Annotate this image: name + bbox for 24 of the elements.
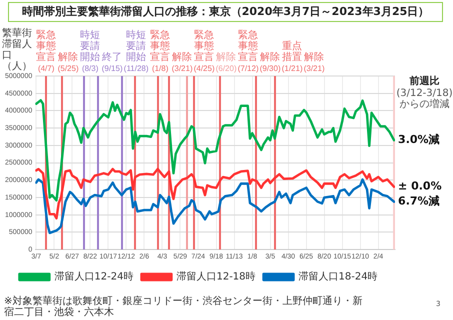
ref-line-label: 時短要請開始(8/3): [80, 30, 100, 73]
legend-label: 滞留人口18-24時: [298, 270, 378, 283]
text: (3/12-3/18)からの増減: [396, 88, 453, 110]
ref-line-label: 緊急事態宣言(1/8): [150, 30, 170, 73]
ref-line-label: 緊急事態宣言(4/7): [36, 30, 56, 73]
ref-line-label: 重点措置(1/21): [282, 41, 303, 73]
ref-line-label: 解除(9/30): [260, 52, 281, 73]
ref-line-label: 解除(6/20): [216, 52, 237, 73]
legend-label: 滞留人口12-18時: [176, 270, 256, 283]
annotation: 6.7%減: [398, 194, 440, 208]
annotation: ± 0.0%: [398, 180, 442, 193]
ref-line-label: 解除(3/21): [172, 52, 193, 73]
ref-line-label: 緊急事態宣言(7/12): [238, 30, 259, 73]
ref-line-label: 緊急事態宣言(4/25): [194, 30, 215, 73]
ref-line-label: 解除(5/25): [58, 52, 79, 73]
y-axis-title: 繁華街滞留人口（人）: [2, 28, 33, 72]
ref-line-label: 時短要請開始(11/28): [124, 30, 149, 73]
ref-line-label: 解除(3/21): [304, 52, 325, 73]
ref-line-label: 終了(9/15): [102, 52, 123, 73]
legend-label: 滞留人口12-24時: [54, 270, 134, 283]
chart-title: 時間帯別主要繁華街滞留人口の推移：東京（2020年3月7日～2023年3月25日）: [8, 2, 443, 22]
text: 前週比: [408, 76, 440, 88]
annotation: 3.0%減: [398, 133, 440, 146]
text: ※対象繁華街は歌舞伎町・銀座コリドー街・渋谷センター街・上野仲町通り・新宿二丁目・池袋・六本木: [4, 296, 364, 318]
